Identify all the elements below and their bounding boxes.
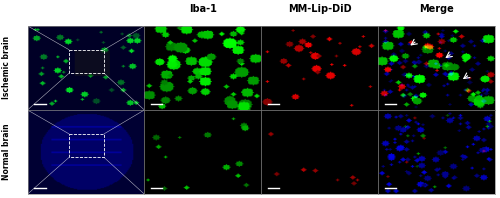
Text: Normal brain: Normal brain xyxy=(2,124,12,180)
Text: Ischemic brain: Ischemic brain xyxy=(2,36,12,99)
Text: MM-Lip-DiD: MM-Lip-DiD xyxy=(288,4,352,14)
Text: Merge: Merge xyxy=(419,4,454,14)
Bar xyxy=(69,50,104,73)
Bar xyxy=(69,134,104,157)
Text: Iba-1: Iba-1 xyxy=(189,4,216,14)
